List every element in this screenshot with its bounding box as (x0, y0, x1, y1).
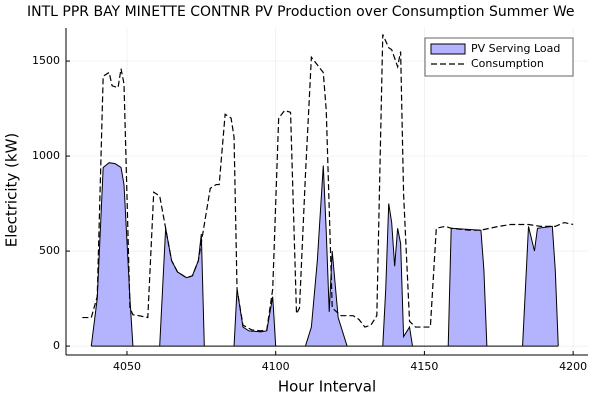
x-tick-label: 4200 (559, 360, 587, 373)
line (82, 34, 574, 332)
x-axis-label: Hour Interval (278, 378, 376, 396)
area (90, 162, 559, 347)
x-tick-label: 4050 (113, 360, 141, 373)
y-tick-label: 500 (39, 244, 60, 257)
y-tick-label: 1500 (32, 54, 60, 67)
y-axis-label: Electricity (kW) (3, 133, 21, 248)
y-tick-label: 0 (53, 339, 60, 352)
legend-label: PV Serving Load (471, 42, 560, 55)
y-tick-label: 1000 (32, 149, 60, 162)
legend-label: Consumption (471, 57, 544, 70)
x-tick-label: 4100 (262, 360, 290, 373)
chart-title: INTL PPR BAY MINETTE CONTNR PV Productio… (27, 4, 574, 20)
legend-swatch (430, 43, 466, 55)
x-tick-label: 4150 (410, 360, 438, 373)
